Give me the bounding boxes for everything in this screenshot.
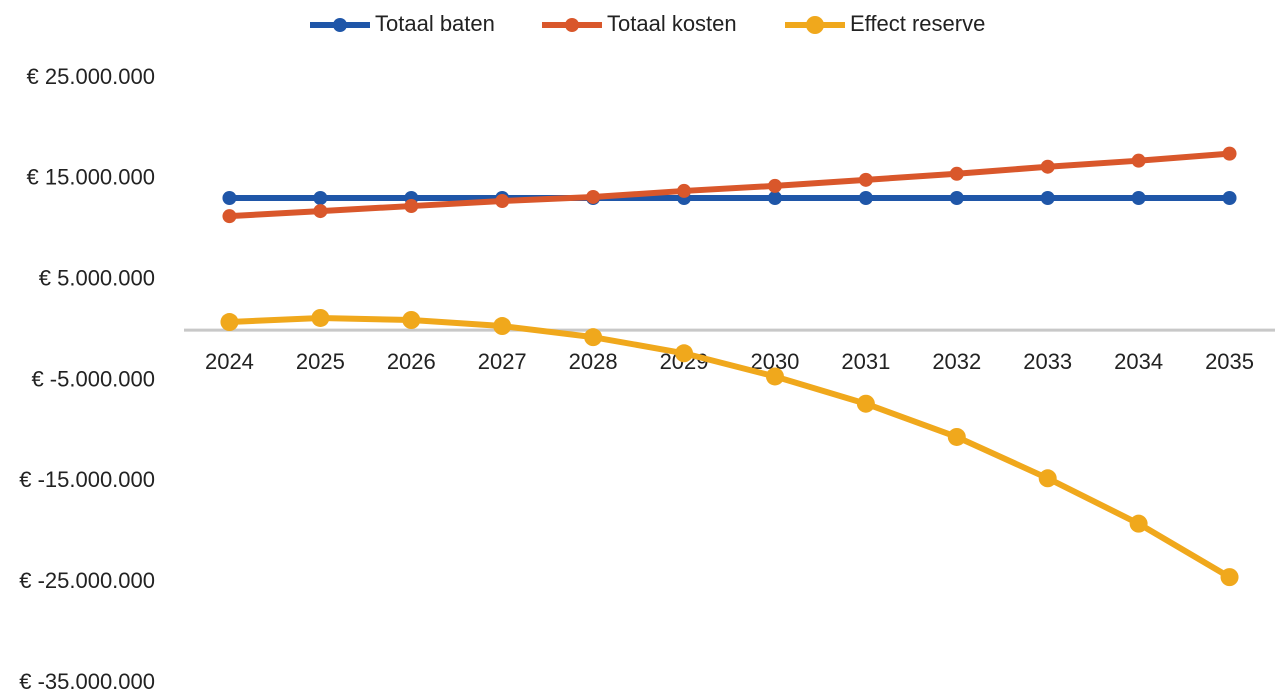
point (222, 209, 237, 224)
point (222, 190, 237, 205)
point (311, 308, 330, 327)
y-tick-label: € 5.000.000 (39, 265, 155, 290)
point (586, 189, 601, 204)
y-tick-label: € -35.000.000 (19, 669, 155, 694)
point (1038, 469, 1057, 488)
x-tick-label: 2033 (1023, 349, 1072, 374)
point (856, 394, 875, 413)
legend-label: Effect reserve (850, 11, 985, 36)
point (402, 311, 421, 329)
point (767, 190, 782, 205)
point (313, 204, 328, 219)
legend-marker (806, 16, 824, 34)
legend-marker (565, 18, 579, 32)
point (1040, 190, 1055, 205)
y-tick-label: € -25.000.000 (19, 568, 155, 593)
x-tick-label: 2025 (296, 349, 345, 374)
legend-label: Totaal baten (375, 11, 495, 36)
y-tick-label: € 15.000.000 (27, 165, 155, 190)
x-tick-label: 2035 (1205, 349, 1254, 374)
x-tick-label: 2027 (478, 349, 527, 374)
point (1131, 153, 1146, 168)
point (1220, 568, 1239, 587)
point (493, 317, 512, 336)
point (677, 183, 692, 198)
series-line (229, 150, 1230, 220)
point (495, 194, 510, 209)
y-tick-label: € 25.000.000 (27, 64, 155, 89)
point (1040, 159, 1055, 174)
point (949, 190, 964, 205)
y-tick-label: € -5.000.000 (31, 366, 155, 391)
point (584, 328, 603, 347)
legend-marker (333, 18, 347, 32)
series-line (229, 314, 1232, 580)
x-tick-label: 2031 (841, 349, 890, 374)
x-tick-label: 2024 (205, 349, 254, 374)
legend-label: Totaal kosten (607, 11, 737, 36)
x-tick-label: 2028 (569, 349, 618, 374)
x-tick-label: 2032 (932, 349, 981, 374)
point (767, 178, 782, 193)
point (1131, 190, 1146, 205)
point (313, 190, 328, 205)
x-tick-label: 2026 (387, 349, 436, 374)
point (949, 166, 964, 181)
point (858, 190, 873, 205)
point (1222, 190, 1237, 205)
x-tick-label: 2034 (1114, 349, 1163, 374)
point (1222, 146, 1237, 161)
point (220, 313, 239, 332)
point (404, 199, 419, 214)
y-tick-label: € -15.000.000 (19, 467, 155, 492)
point (675, 344, 694, 363)
point (1129, 514, 1148, 533)
point (765, 367, 784, 386)
point (858, 172, 873, 187)
point (947, 427, 966, 446)
